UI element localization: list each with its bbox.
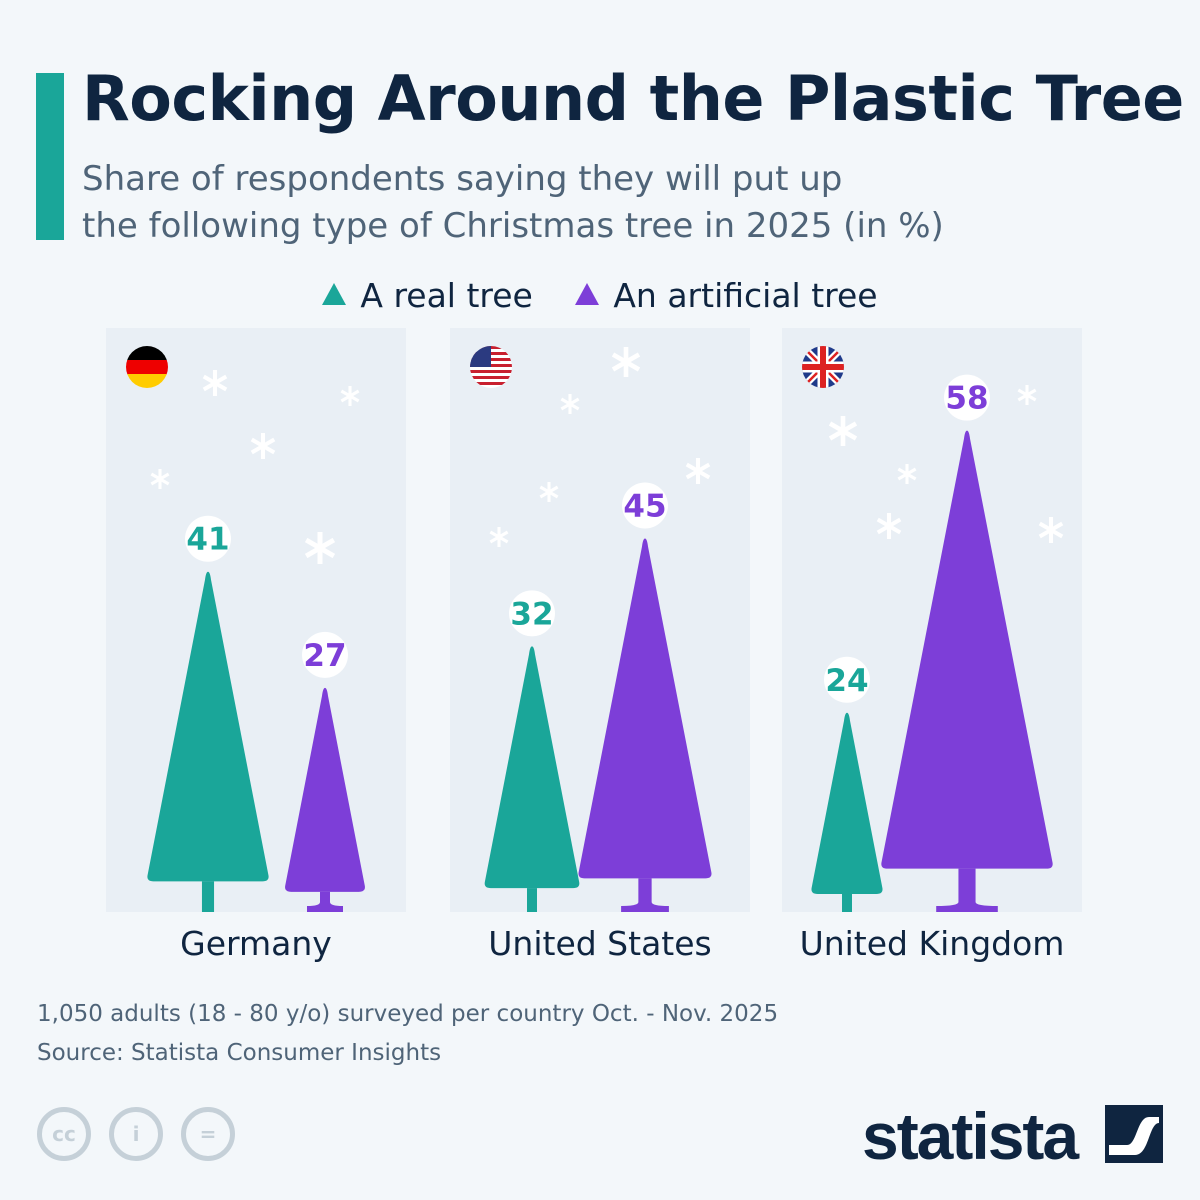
- tree-crown: [578, 538, 712, 879]
- statista-logo-mark: [1105, 1105, 1163, 1163]
- triangle-icon: [575, 283, 600, 305]
- value-label-bg: [824, 656, 870, 703]
- no-derivatives-icon[interactable]: =: [181, 1107, 235, 1161]
- snowflake-icon: [539, 482, 559, 502]
- tree-artificial: [285, 687, 365, 912]
- snowflake-icon: [1038, 517, 1064, 543]
- subtitle-line-1: Share of respondents saying they will pu…: [82, 159, 843, 199]
- snowflake-icon: [202, 370, 228, 396]
- value-label: 27: [303, 638, 346, 674]
- value-label: 41: [186, 522, 229, 558]
- snowflake-icon: [1017, 385, 1037, 405]
- value-label: 24: [825, 663, 868, 699]
- legend-item-real: A real tree: [322, 276, 533, 315]
- tree-real: [811, 712, 883, 912]
- survey-note: 1,050 adults (18 - 80 y/o) surveyed per …: [37, 1001, 779, 1027]
- category-label: Germany: [180, 924, 332, 963]
- tree-trunk: [201, 881, 215, 912]
- tree-real: [484, 646, 580, 912]
- tree-trunk: [842, 894, 852, 912]
- tree-artificial: [578, 538, 712, 912]
- tree-crown: [811, 712, 883, 894]
- uk-flag-icon: [802, 346, 844, 388]
- value-label: 58: [945, 381, 988, 417]
- snowflake-icon: [897, 464, 917, 484]
- snowflake-icon: [304, 532, 336, 564]
- tree-crown: [484, 646, 580, 889]
- snowflake-icon: [685, 458, 711, 484]
- value-label: 32: [510, 596, 553, 632]
- tree-trunk: [621, 878, 669, 912]
- cc-icon[interactable]: cc: [37, 1107, 91, 1161]
- legend-item-artificial: An artificial tree: [575, 276, 878, 315]
- tree-trunk: [527, 888, 537, 912]
- tree-trunk: [307, 891, 343, 912]
- value-label: 45: [623, 489, 666, 525]
- attribution-icon[interactable]: i: [109, 1107, 163, 1161]
- category-label: United States: [488, 924, 711, 963]
- value-label-bg: [185, 515, 231, 562]
- legend-label: An artificial tree: [613, 276, 878, 315]
- chart-subtitle: Share of respondents saying they will pu…: [82, 156, 1082, 250]
- value-label-bg: [302, 631, 348, 678]
- tree-crown: [147, 571, 269, 882]
- usa-flag-icon: [470, 346, 512, 388]
- snowflake-icon: [828, 416, 858, 446]
- tree-trunk: [936, 868, 998, 912]
- snowflake-icon: [560, 394, 580, 414]
- legend: A real tree An artificial tree: [0, 276, 1200, 315]
- snowflake-icon: [611, 347, 641, 377]
- tree-real: [147, 571, 269, 912]
- value-label-bg: [509, 590, 555, 637]
- source-note: Source: Statista Consumer Insights: [37, 1040, 442, 1066]
- snowflake-icon: [340, 386, 360, 406]
- legend-label: A real tree: [360, 276, 533, 315]
- accent-bar: [36, 73, 64, 240]
- chart-title: Rocking Around the Plastic Tree: [82, 62, 1184, 135]
- subtitle-line-2: the following type of Christmas tree in …: [82, 206, 944, 246]
- statista-logo: statista: [862, 1099, 1079, 1173]
- triangle-icon: [322, 283, 347, 305]
- tree-artificial: [881, 430, 1053, 912]
- germany-flag-icon: [126, 346, 168, 388]
- snowflake-icon: [150, 469, 170, 489]
- snowflake-icon: [489, 527, 509, 547]
- snowflake-icon: [250, 433, 276, 459]
- tree-crown: [881, 430, 1053, 869]
- category-label: United Kingdom: [800, 924, 1065, 963]
- value-label-bg: [622, 482, 668, 529]
- chart: 41 27 Germany 32 45 United States 24 58 United K…: [126, 346, 1065, 963]
- tree-crown: [285, 687, 365, 892]
- snowflake-icon: [876, 513, 902, 539]
- value-label-bg: [944, 374, 990, 421]
